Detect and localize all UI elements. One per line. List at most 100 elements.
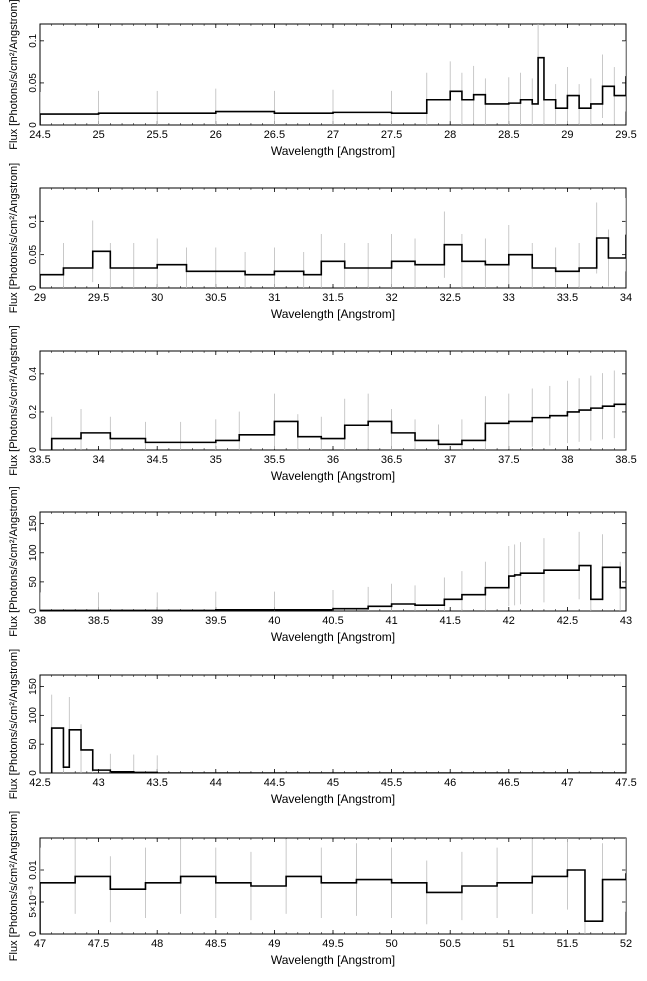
series-group xyxy=(40,24,626,125)
y-tick-label: 50 xyxy=(28,738,39,750)
x-axis-title: Wavelength [Angstrom] xyxy=(271,630,395,644)
y-axis-title: Flux [Photons/s/cm²/Angstrom] xyxy=(8,811,20,961)
x-tick-label: 49 xyxy=(268,938,280,950)
x-axis-title: Wavelength [Angstrom] xyxy=(271,953,395,967)
series-group xyxy=(50,694,626,773)
y-tick-label: 0 xyxy=(28,608,39,614)
series-group xyxy=(40,531,626,611)
y-tick-label: 0 xyxy=(28,122,39,128)
x-tick-label: 47.5 xyxy=(88,938,109,950)
y-tick-label: 100 xyxy=(28,544,39,561)
x-tick-label: 36 xyxy=(327,454,339,466)
x-tick-label: 34 xyxy=(620,292,632,304)
plot-frame xyxy=(39,837,627,935)
panel-1: 24.5 25 25.5 26 26.5 27 27.5 28 28.5 29 29.5 0 0.05 0… xyxy=(8,0,637,158)
x-tick-label: 40 xyxy=(268,615,280,627)
x-tick-label: 31.5 xyxy=(322,292,343,304)
x-axis-title: Wavelength [Angstrom] xyxy=(271,792,395,806)
x-tick-label: 32 xyxy=(385,292,397,304)
y-axis-title: Flux [Photons/s/cm²/Angstrom] xyxy=(8,163,20,313)
x-tick-label: 39 xyxy=(151,615,163,627)
x-tick-label: 26 xyxy=(210,129,222,141)
x-tick-label: 35 xyxy=(210,454,222,466)
x-tick-label: 45.5 xyxy=(381,777,402,789)
series-group xyxy=(40,198,626,288)
x-tick-label: 33.5 xyxy=(29,454,50,466)
x-tick-label: 26.5 xyxy=(264,129,285,141)
y-tick-label: 0.05 xyxy=(28,73,39,93)
flux-step-line xyxy=(40,56,626,125)
x-tick-label: 32.5 xyxy=(439,292,460,304)
x-tick-label: 41 xyxy=(385,615,397,627)
panel-4: 38 38.5 39 39.5 40 40.5 41 41.5 42 42.5 43 0 50 100 15… xyxy=(8,486,632,644)
x-tick-label: 30.5 xyxy=(205,292,226,304)
x-tick-label: 51.5 xyxy=(557,938,578,950)
x-axis-title: Wavelength [Angstrom] xyxy=(271,469,395,483)
x-tick-label: 38.5 xyxy=(615,454,636,466)
x-tick-label: 40.5 xyxy=(322,615,343,627)
y-tick-label: 0 xyxy=(28,770,39,776)
x-tick-label: 42 xyxy=(503,615,515,627)
x-tick-label: 29.5 xyxy=(88,292,109,304)
flux-step-line xyxy=(40,869,626,934)
x-tick-label: 25 xyxy=(92,129,104,141)
x-tick-label: 29.5 xyxy=(615,129,636,141)
plot-frame xyxy=(39,674,627,774)
x-tick-label: 48.5 xyxy=(205,938,226,950)
panel-6: 47 47.5 48 48.5 49 49.5 50 50.5 51 51.5 52 0 5×10⁻³ 0… xyxy=(8,811,632,967)
x-tick-label: 25.5 xyxy=(146,129,167,141)
series-group xyxy=(40,838,626,934)
y-tick-label: 0 xyxy=(28,285,39,291)
y-tick-label: 0.2 xyxy=(28,405,39,419)
x-tick-label: 43 xyxy=(620,615,632,627)
x-tick-label: 28.5 xyxy=(498,129,519,141)
panel-3: 33.5 34 34.5 35 35.5 36 36.5 37 37.5 38 38.5 0 0.2 0.… xyxy=(8,325,637,483)
x-tick-label: 35.5 xyxy=(264,454,285,466)
flux-step-line xyxy=(40,564,626,611)
y-tick-label: 0.1 xyxy=(28,33,39,47)
y-axis-title: Flux [Photons/s/cm²/Angstrom] xyxy=(8,649,20,799)
x-tick-label: 37 xyxy=(444,454,456,466)
y-tick-label: 50 xyxy=(28,576,39,588)
x-tick-label: 47 xyxy=(34,938,46,950)
plot-frame xyxy=(39,187,627,289)
x-tick-label: 30 xyxy=(151,292,163,304)
x-tick-label: 50.5 xyxy=(439,938,460,950)
x-tick-label: 38 xyxy=(34,615,46,627)
x-tick-label: 49.5 xyxy=(322,938,343,950)
x-tick-label: 31 xyxy=(268,292,280,304)
x-tick-label: 44 xyxy=(210,777,222,789)
x-tick-label: 27 xyxy=(327,129,339,141)
y-tick-label: 0 xyxy=(28,447,39,453)
y-axis-title: Flux [Photons/s/cm²/Angstrom] xyxy=(8,486,20,636)
x-tick-label: 47.5 xyxy=(615,777,636,789)
x-tick-label: 52 xyxy=(620,938,632,950)
x-tick-label: 24.5 xyxy=(29,129,50,141)
x-tick-label: 38 xyxy=(561,454,573,466)
y-tick-label: 0.05 xyxy=(28,244,39,264)
x-tick-label: 45 xyxy=(327,777,339,789)
x-tick-label: 46 xyxy=(444,777,456,789)
flux-step-line xyxy=(50,727,626,773)
x-tick-label: 38.5 xyxy=(88,615,109,627)
x-tick-label: 42.5 xyxy=(557,615,578,627)
y-tick-label: 0 xyxy=(28,931,39,937)
x-tick-label: 34 xyxy=(92,454,104,466)
flux-step-line xyxy=(40,234,626,288)
x-tick-label: 51 xyxy=(503,938,515,950)
panel-2: 29 29.5 30 30.5 31 31.5 32 32.5 33 33.5 34 0 0.05 0.1… xyxy=(8,163,632,321)
y-tick-label: 0.4 xyxy=(28,366,39,380)
y-tick-label: 0.01 xyxy=(28,860,39,880)
x-tick-label: 39.5 xyxy=(205,615,226,627)
flux-step-line xyxy=(50,403,626,450)
x-tick-label: 33 xyxy=(503,292,515,304)
x-tick-label: 27.5 xyxy=(381,129,402,141)
x-tick-label: 29 xyxy=(34,292,46,304)
x-tick-label: 50 xyxy=(385,938,397,950)
x-tick-label: 43 xyxy=(92,777,104,789)
x-tick-label: 43.5 xyxy=(146,777,167,789)
y-tick-label: 100 xyxy=(28,707,39,724)
x-tick-label: 48 xyxy=(151,938,163,950)
y-tick-label: 0.1 xyxy=(28,214,39,228)
